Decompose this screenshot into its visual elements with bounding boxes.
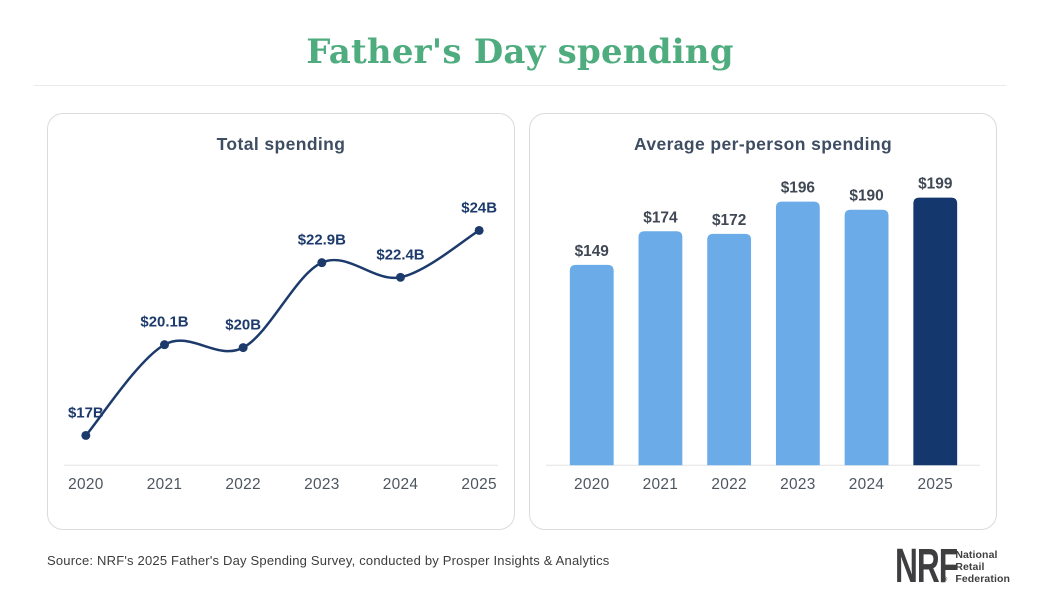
nrf-wordmark-line: Retail [955,561,985,573]
bar-chart-title: Average per-person spending [633,134,893,154]
per-person-spending-panel: Average per-person spending $149 2020 $174… [529,113,997,530]
x-axis-label: 2020 [574,476,609,493]
line-chart: $17B 2020 $20.1B 2021 $20B 2022 $22.9B 2023 $22.… [63,200,499,493]
bar [913,197,958,466]
data-point [317,258,327,268]
nrf-logo: NRF ® National Retail Federation [894,540,1010,593]
point-label: $22.9B [298,232,346,249]
line-chart-title: Total spending [216,134,346,154]
x-axis-label: 2023 [304,476,339,493]
data-point [160,340,169,350]
bar-label: $199 [918,176,952,193]
bar [638,231,683,466]
source-note: Source: NRF's 2025 Father's Day Spending… [47,553,610,568]
bar [844,209,889,466]
bar-chart: $149 2020 $174 2021 $172 2022 $196 2023 $190 2024… [545,176,981,493]
x-axis-label: 2022 [711,476,746,493]
point-label: $20B [225,317,261,334]
x-axis-label: 2025 [918,476,953,493]
data-point [81,430,91,440]
x-axis-label: 2025 [461,476,496,493]
nrf-logo-acronym: NRF [894,540,958,593]
x-axis-label: 2024 [383,476,419,493]
bar-label: $196 [781,180,816,197]
x-axis-label: 2023 [780,476,815,493]
total-spending-panel: Total spending $17B 2020 $20.1B 2021 $20B 202… [47,113,515,530]
bar [707,233,752,466]
point-label: $22.4B [376,246,424,263]
bar [775,201,820,466]
data-point [396,272,405,282]
page-title: Father's Day spending [306,32,734,72]
bar-label: $149 [575,243,609,260]
nrf-wordmark-line: National [955,549,998,561]
registered-mark-icon: ® [942,577,948,583]
nrf-logo-wordmark: National Retail Federation [955,549,1010,585]
bar [569,264,614,466]
data-point [238,343,248,353]
point-label: $24B [461,200,497,217]
bar-label: $190 [849,188,883,205]
point-label: $17B [68,405,104,422]
header-divider [34,85,1006,86]
x-axis-label: 2020 [68,476,103,493]
x-axis-label: 2021 [147,476,182,493]
bar-label: $174 [643,209,678,226]
data-point [474,225,484,235]
x-axis-label: 2021 [643,476,678,493]
x-axis-label: 2022 [225,476,260,493]
x-axis-label: 2024 [849,476,885,493]
nrf-wordmark-line: Federation [955,573,1010,585]
point-label: $20.1B [140,314,188,331]
bar-label: $172 [712,212,746,229]
